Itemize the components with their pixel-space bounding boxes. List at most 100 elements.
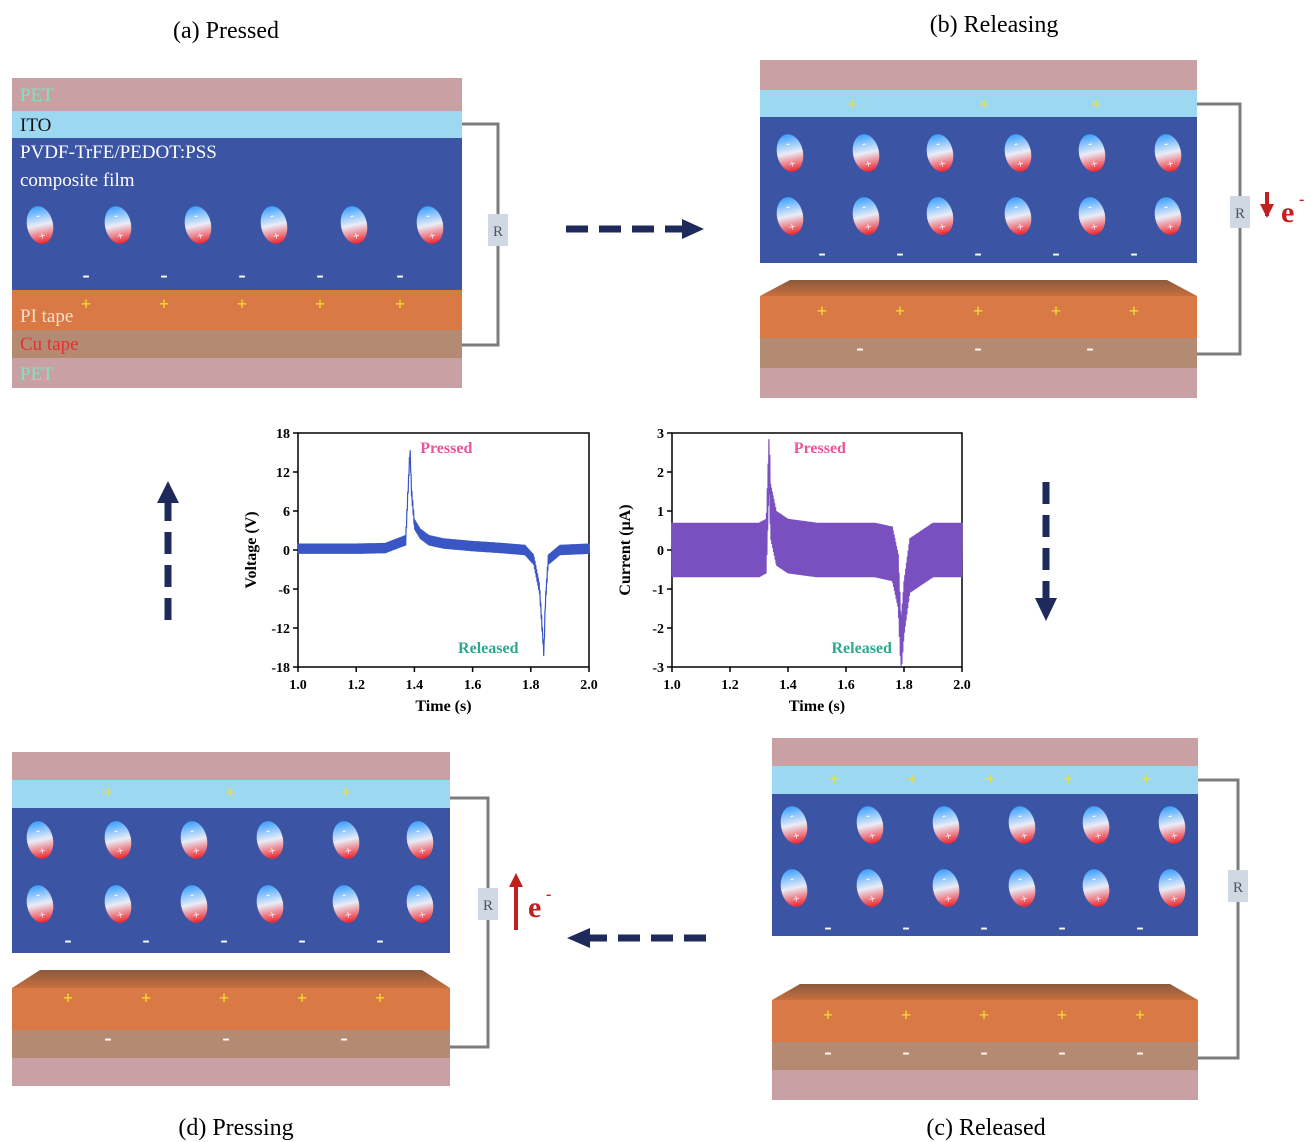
positive-charge: + (1135, 1005, 1145, 1025)
pet-top-layer (760, 60, 1197, 90)
negative-charge: - (1136, 1039, 1143, 1064)
pet-bottom-layer (12, 358, 462, 388)
dipole-body (932, 806, 960, 844)
dipole-plus: + (192, 907, 202, 922)
dipole-minus: - (189, 887, 196, 902)
dipole-plus: + (864, 219, 874, 234)
dipole-plus: + (864, 156, 874, 171)
dipole-plus: + (1166, 156, 1176, 171)
panel-a-pressed: (a) Pressed PET ITO PVDF-TrFE/PEDOT:PSS … (12, 18, 508, 388)
pi-tape-layer (12, 988, 450, 1030)
composite-label-line2: composite film (20, 170, 135, 191)
negative-charge: - (1058, 1039, 1065, 1064)
dipole-minus: - (861, 199, 868, 214)
dipole-body (340, 206, 368, 244)
dipole: -+ (1004, 197, 1032, 235)
pi-tape-top-face (760, 280, 1197, 296)
x-axis-label: Time (s) (789, 698, 845, 715)
dipole-minus: - (789, 808, 796, 823)
composite-film-layer (12, 138, 462, 290)
composite-negative-charges: ----- (824, 914, 1143, 939)
dipole-body (104, 885, 132, 923)
dipole: -+ (184, 206, 212, 244)
negative-charge: - (896, 240, 903, 265)
dipole: -+ (780, 869, 808, 907)
negative-charge: - (238, 262, 245, 287)
negative-charge: - (220, 927, 227, 952)
positive-charge: + (895, 301, 905, 321)
electron-superscript: - (546, 886, 551, 903)
dipole-minus: - (1017, 871, 1024, 886)
dipole: -+ (856, 806, 884, 844)
positive-charge: + (375, 988, 385, 1008)
circuit-wire (1197, 102, 1242, 356)
dipole-minus: - (1091, 871, 1098, 886)
x-tick-label: 1.6 (837, 678, 855, 693)
dipole: -+ (932, 869, 960, 907)
released-annotation: Released (832, 640, 893, 657)
dipole-row-upper: -+-+-+-+-+-+ (26, 821, 434, 859)
dipole-plus: + (788, 156, 798, 171)
dipole: -+ (1154, 134, 1182, 172)
series-line (671, 439, 963, 668)
dipole-body (184, 206, 212, 244)
negative-charge: - (824, 914, 831, 939)
cycle-arrows (157, 219, 1057, 948)
positive-charge: + (1051, 301, 1061, 321)
negative-charge: - (396, 262, 403, 287)
cu-negative-charges: --- (104, 1025, 347, 1050)
pressed-annotation: Pressed (794, 440, 846, 457)
negative-charge: - (974, 240, 981, 265)
dipole: -+ (104, 206, 132, 244)
y-tick-label: -18 (271, 661, 290, 676)
dipole-body (926, 197, 954, 235)
pi-tape-layer (12, 290, 462, 330)
ito-positive-charges: + + + (103, 782, 351, 802)
dipole-minus: - (1091, 808, 1098, 823)
dipole-plus: + (38, 228, 48, 243)
dipole-body (256, 885, 284, 923)
dipole-plus: + (788, 219, 798, 234)
pet-top-layer (772, 738, 1198, 766)
pi-positive-charges: + + + + + (823, 1005, 1145, 1025)
dipole-plus: + (792, 891, 802, 906)
pet-bottom-layer (12, 1058, 450, 1086)
dipole: -+ (776, 134, 804, 172)
dipole-body (416, 206, 444, 244)
dipole-body (932, 869, 960, 907)
dipole: -+ (332, 885, 360, 923)
negative-charge: - (298, 927, 305, 952)
dipole-body (1082, 806, 1110, 844)
negative-charge: - (1086, 335, 1093, 360)
ito-positive-charges: + + + + + (829, 769, 1151, 789)
y-tick-label: 1 (657, 505, 664, 520)
y-tick-label: 6 (283, 505, 290, 520)
positive-charge: + (901, 1005, 911, 1025)
voltage-chart: 1.0 1.2 1.4 1.6 1.8 2.0 18 12 6 0 -6 -12 -18 Time (s… (243, 427, 598, 715)
dipole-plus: + (1094, 891, 1104, 906)
circuit-wire (1198, 778, 1240, 1060)
dipole-minus: - (415, 887, 422, 902)
negative-charge: - (1130, 240, 1137, 265)
dipole-body (926, 134, 954, 172)
dipole-body (180, 821, 208, 859)
dipole-minus: - (349, 208, 356, 223)
dipole-minus: - (35, 208, 42, 223)
negative-charge: - (142, 927, 149, 952)
composite-negative-charges: ----- (818, 240, 1137, 265)
dipole-plus: + (1016, 156, 1026, 171)
dipole-plus: + (868, 828, 878, 843)
cu-tape-layer (12, 1030, 450, 1058)
y-tick-label: -12 (271, 622, 290, 637)
dipole-minus: - (415, 823, 422, 838)
dipole: -+ (256, 885, 284, 923)
electron-label: e (528, 891, 541, 924)
dipole-body (1078, 197, 1106, 235)
resistor-label: R (1235, 206, 1245, 222)
dipole-plus: + (272, 228, 282, 243)
dipole-body (1008, 869, 1036, 907)
positive-charge: + (81, 294, 91, 314)
dipole: -+ (932, 806, 960, 844)
dipole-minus: - (935, 199, 942, 214)
negative-charge: - (160, 262, 167, 287)
